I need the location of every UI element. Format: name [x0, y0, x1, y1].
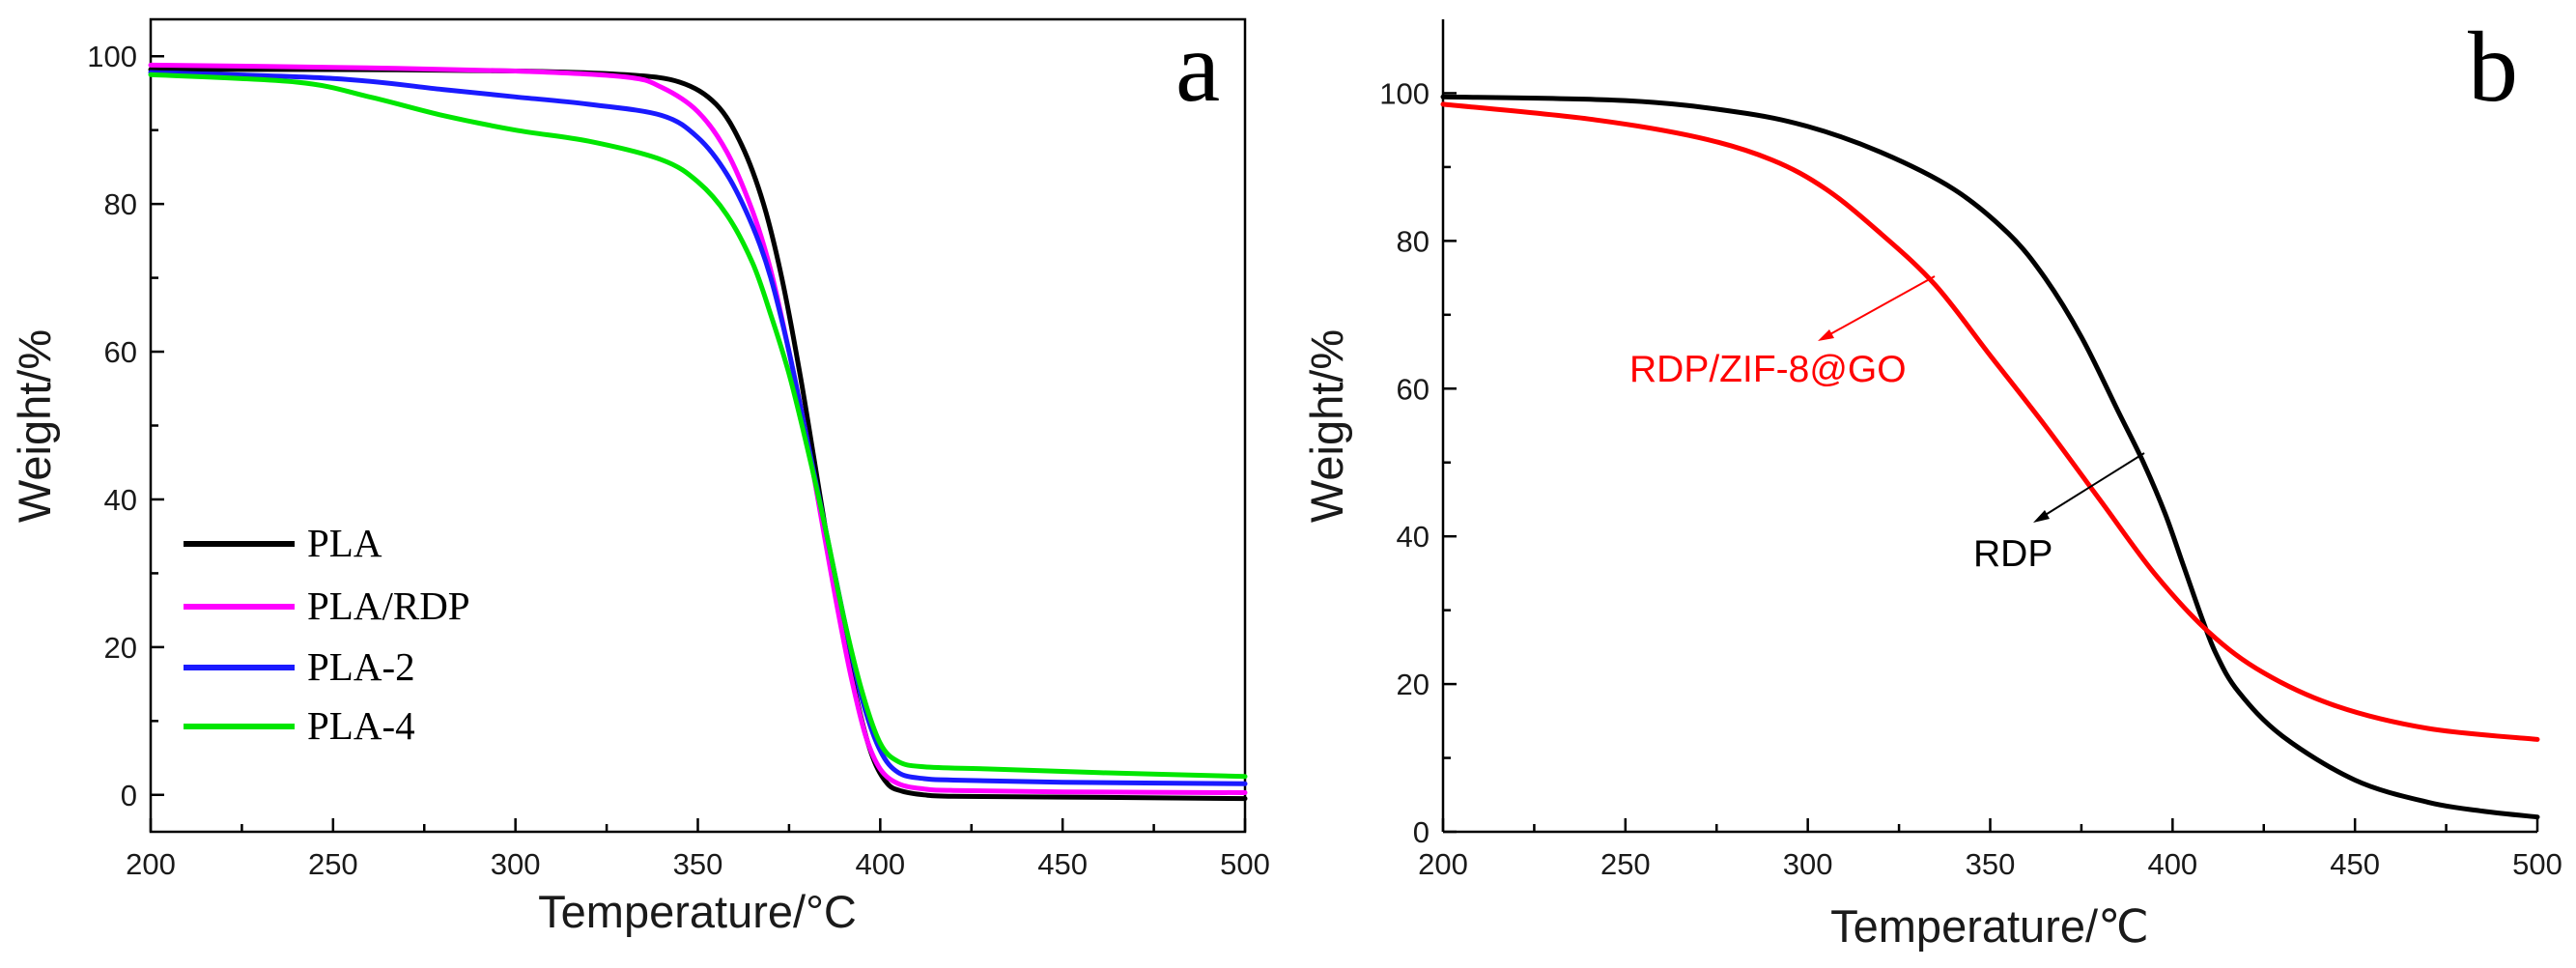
panel-a-x-axis-title: Temperature/°C [538, 886, 857, 937]
y-tick-label: 60 [1397, 372, 1430, 406]
y-tick-label: 80 [1397, 224, 1430, 258]
panel-a: 200 250 300 350 400 450 500 0 20 40 60 80 100 a Temp… [9, 12, 1270, 937]
x-tick-label: 300 [1783, 847, 1833, 881]
panel-b-annotation-rdp: RDP [1973, 452, 2145, 575]
series-line-pla-2 [148, 70, 1248, 786]
x-tick-label: 450 [2330, 847, 2380, 881]
legend-label-pla-4: PLA-4 [307, 703, 415, 748]
panel-b-annotation-rdp-zif: RDP/ZIF-8@GO [1629, 275, 1936, 390]
series-line-pla-4 [148, 71, 1248, 780]
panel-a-series [148, 62, 1248, 802]
legend-label-pla-2: PLA-2 [307, 644, 415, 689]
annotation-arrowhead-rdp [2033, 510, 2050, 523]
y-tick-label: 20 [1397, 668, 1430, 701]
x-tick-label: 400 [2147, 847, 2197, 881]
annotation-arrow-line-rdp [2043, 452, 2145, 517]
annotation-label-rdp-zif: RDP/ZIF-8@GO [1629, 349, 1907, 390]
x-tick-label: 200 [126, 847, 176, 881]
y-tick-label: 40 [1397, 520, 1430, 554]
y-tick-label: 100 [1379, 76, 1430, 110]
panel-a-y-axis-title: Weight/% [9, 329, 60, 523]
x-tick-label: 300 [491, 847, 541, 881]
panel-b-ticks: 200 250 300 350 400 450 500 0 20 40 60 80 100 [1379, 76, 2562, 881]
legend-label-pla: PLA [307, 521, 382, 565]
panel-b-letter: b [2468, 12, 2518, 123]
x-tick-label: 250 [308, 847, 358, 881]
x-tick-label: 350 [673, 847, 723, 881]
x-tick-label: 250 [1600, 847, 1651, 881]
panel-b: 200 250 300 350 400 450 500 0 20 40 60 80 100 b Temp… [1301, 12, 2562, 952]
x-tick-label: 500 [1220, 847, 1270, 881]
series-line-rdp-zif-8-go [1440, 101, 2540, 742]
annotation-arrow-line-rdp-zif [1827, 275, 1936, 336]
x-tick-label: 500 [2512, 847, 2562, 881]
panel-a-letter: a [1175, 12, 1220, 123]
y-tick-label: 100 [87, 40, 137, 73]
panel-a-legend: PLA PLA/RDP PLA-2 PLA-4 [184, 521, 470, 748]
x-tick-label: 200 [1418, 847, 1468, 881]
y-tick-label: 80 [104, 187, 137, 221]
panel-b-series [1440, 94, 2540, 820]
series-line-rdp [1440, 94, 2540, 820]
x-tick-label: 450 [1037, 847, 1088, 881]
y-tick-label: 0 [121, 779, 137, 812]
annotation-arrowhead-rdp-zif [1818, 329, 1834, 341]
y-tick-label: 60 [104, 335, 137, 369]
y-tick-label: 0 [1413, 815, 1430, 849]
legend-label-pla-rdp: PLA/RDP [307, 584, 470, 628]
panel-a-ticks: 200 250 300 350 400 450 500 0 20 40 60 80 100 [87, 40, 1270, 881]
x-tick-label: 400 [855, 847, 905, 881]
x-tick-label: 350 [1966, 847, 2016, 881]
y-tick-label: 40 [104, 483, 137, 517]
y-tick-label: 20 [104, 631, 137, 665]
annotation-label-rdp: RDP [1973, 533, 2052, 575]
panel-b-y-axis-title: Weight/% [1301, 329, 1352, 523]
panel-b-x-axis-title: Temperature/℃ [1830, 900, 2149, 952]
